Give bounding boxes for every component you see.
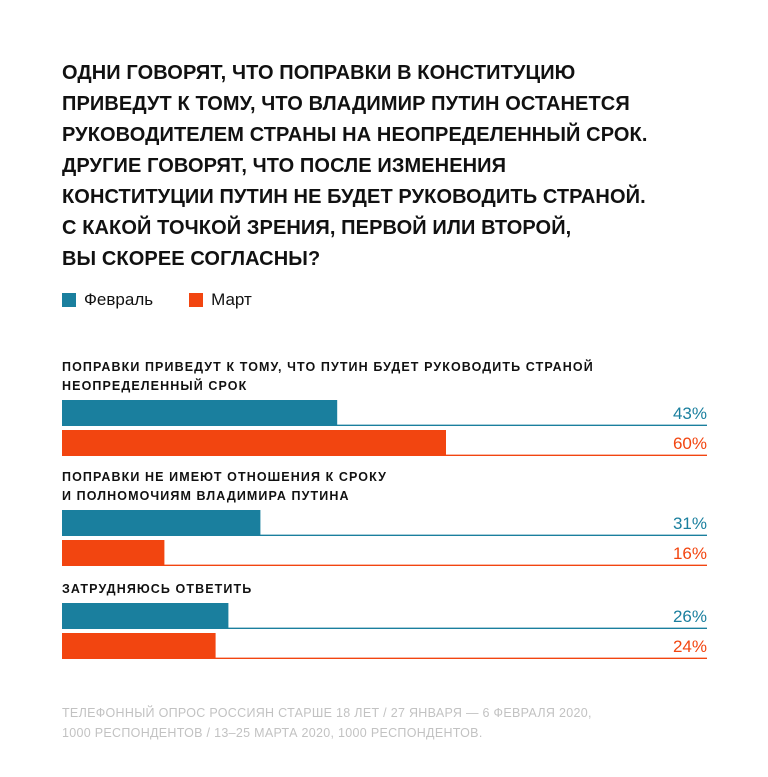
category-label: НЕОПРЕДЕЛЕННЫЙ СРОК: [62, 378, 247, 393]
value-label: 16%: [673, 544, 707, 563]
title-line: РУКОВОДИТЕЛЕМ СТРАНЫ НА НЕОПРЕДЕЛЕННЫЙ С…: [62, 124, 648, 146]
chart-title: ОДНИ ГОВОРЯТ, ЧТО ПОПРАВКИ В КОНСТИТУЦИЮ…: [62, 58, 742, 275]
legend-label-march: Март: [211, 290, 252, 309]
title-line: КОНСТИТУЦИИ ПУТИН НЕ БУДЕТ РУКОВОДИТЬ СТ…: [62, 186, 646, 208]
value-label: 26%: [673, 607, 707, 626]
title-line: ДРУГИЕ ГОВОРЯТ, ЧТО ПОСЛЕ ИЗМЕНЕНИЯ: [62, 155, 507, 177]
category-label: ПОПРАВКИ НЕ ИМЕЮТ ОТНОШЕНИЯ К СРОКУ: [62, 470, 387, 484]
category-label: ПОПРАВКИ ПРИВЕДУТ К ТОМУ, ЧТО ПУТИН БУДЕ…: [62, 359, 594, 374]
bar-march: [62, 633, 216, 659]
value-label: 24%: [673, 637, 707, 656]
legend-swatch-february: [62, 293, 76, 307]
title-line: ПРИВЕДУТ К ТОМУ, ЧТО ВЛАДИМИР ПУТИН ОСТА…: [62, 93, 630, 115]
bar-february: [62, 603, 229, 629]
footnote-line: 1000 РЕСПОНДЕНТОВ / 13–25 МАРТА 2020, 10…: [62, 726, 483, 740]
legend-swatch-march: [189, 293, 204, 307]
footnote-line: ТЕЛЕФОННЫЙ ОПРОС РОССИЯН СТАРШЕ 18 ЛЕТ /…: [62, 706, 592, 720]
legend-item-march: Март: [189, 290, 252, 310]
bar-february: [62, 400, 338, 426]
title-line: ОДНИ ГОВОРЯТ, ЧТО ПОПРАВКИ В КОНСТИТУЦИЮ: [62, 62, 576, 84]
footnote: ТЕЛЕФОННЫЙ ОПРОС РОССИЯН СТАРШЕ 18 ЛЕТ /…: [62, 703, 722, 743]
bar-february: [62, 510, 261, 536]
value-label: 43%: [673, 404, 707, 423]
bar-march: [62, 540, 165, 566]
category-label: И ПОЛНОМОЧИЯМ ВЛАДИМИРА ПУТИНА: [62, 489, 350, 503]
legend-label-february: Февраль: [84, 290, 154, 309]
bar-march: [62, 430, 446, 456]
value-label: 60%: [673, 434, 707, 453]
title-line: ВЫ СКОРЕЕ СОГЛАСНЫ?: [62, 248, 321, 270]
value-label: 31%: [673, 514, 707, 533]
category-label: ЗАТРУДНЯЮСЬ ОТВЕТИТЬ: [62, 582, 252, 596]
legend: Февраль Март: [62, 290, 252, 310]
legend-item-february: Февраль: [62, 290, 153, 310]
title-line: С КАКОЙ ТОЧКОЙ ЗРЕНИЯ, ПЕРВОЙ ИЛИ ВТОРОЙ…: [62, 217, 572, 239]
